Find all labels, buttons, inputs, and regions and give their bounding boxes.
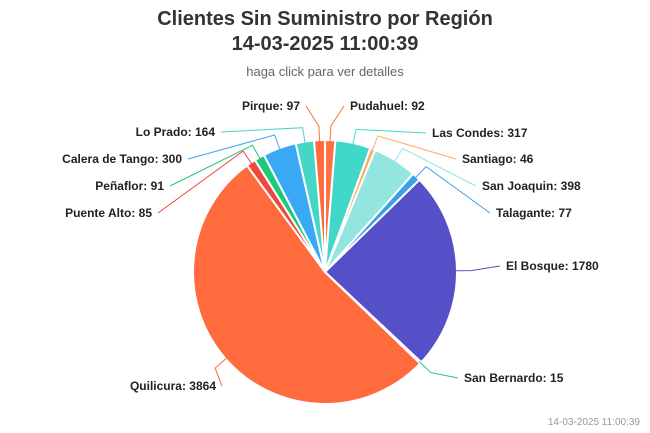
connector-line [220, 127, 306, 144]
data-label: Peñaflor: 91 [95, 179, 164, 193]
data-label: Puente Alto: 85 [65, 206, 152, 220]
data-label: Santiago: 46 [462, 152, 534, 166]
connector-line [214, 357, 228, 387]
data-label: Talagante: 77 [496, 206, 572, 220]
connector-line [305, 105, 321, 143]
connector-line [393, 147, 477, 187]
connector-line [371, 135, 457, 160]
data-label: San Bernardo: 15 [464, 371, 564, 385]
data-label: Calera de Tango: 300 [62, 152, 182, 166]
connector-line [454, 265, 501, 272]
data-label: Quilicura: 3864 [130, 379, 216, 393]
connector-line [169, 144, 261, 187]
connector-line [414, 165, 491, 214]
chart-subtitle: haga click para ver detalles [246, 64, 404, 79]
connector-line [329, 105, 345, 143]
data-label: Las Condes: 317 [432, 126, 528, 140]
data-label: Pirque: 97 [242, 99, 300, 113]
data-label: San Joaquin: 398 [482, 179, 581, 193]
data-label: Pudahuel: 92 [350, 99, 425, 113]
data-label: El Bosque: 1780 [506, 259, 599, 273]
connector-line [157, 150, 253, 214]
connector-line [352, 128, 427, 146]
chart-title-line1: Clientes Sin Suministro por Región [157, 8, 493, 30]
footer-timestamp: 14-03-2025 11:00:39 [547, 417, 640, 428]
connector-line [418, 361, 459, 379]
chart-title-line2: 14-03-2025 11:00:39 [231, 33, 419, 55]
data-label: Lo Prado: 164 [136, 125, 216, 139]
connector-line [187, 134, 281, 160]
